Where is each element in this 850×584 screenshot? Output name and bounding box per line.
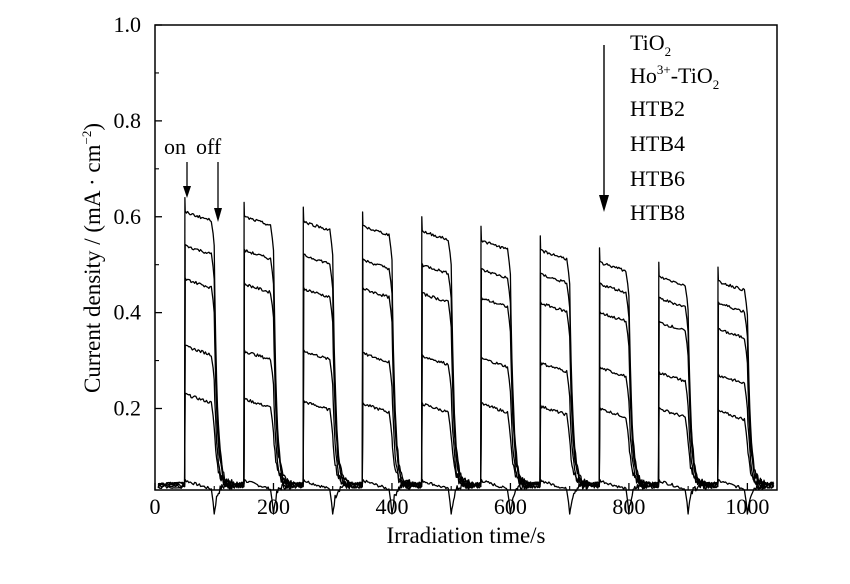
legend-entry-htb4: HTB4: [630, 131, 685, 156]
legend-entry-ho-tio2: Ho3+-TiO2: [630, 62, 719, 92]
legend-entry-tio2: TiO2: [630, 30, 671, 59]
off-label: off: [196, 134, 222, 159]
y-tick-label: 0.8: [114, 108, 142, 133]
legend-entry-htb2: HTB2: [630, 96, 685, 121]
y-tick-label: 1.0: [114, 12, 142, 37]
x-tick-label: 0: [150, 494, 161, 519]
legend-entry-htb6: HTB6: [630, 166, 685, 191]
x-tick-label: 400: [375, 494, 408, 519]
x-tick-label: 800: [612, 494, 645, 519]
y-axis-ticks: 0.2 0.4 0.6 0.8 1.0: [114, 12, 162, 421]
y-tick-label: 0.2: [114, 396, 142, 421]
series-line-htb8: [157, 196, 774, 488]
photocurrent-traces: [157, 196, 775, 515]
on-off-annotation: on off: [164, 134, 222, 222]
y-tick-label: 0.4: [114, 300, 142, 325]
legend-entry-htb8: HTB8: [630, 200, 685, 225]
on-label: on: [164, 134, 186, 159]
legend: TiO2 Ho3+-TiO2 HTB2 HTB4 HTB6 HTB8: [599, 30, 719, 225]
plot-frame: [154, 24, 778, 491]
y-axis-title-main: Current density / (mA · cm: [80, 144, 105, 393]
x-tick-label: 200: [257, 494, 290, 519]
y-tick-label: 0.6: [114, 204, 142, 229]
legend-order-arrow-head: [599, 195, 609, 212]
series-line-htb6: [157, 243, 775, 491]
x-axis-title: Irradiation time/s: [386, 523, 545, 548]
series-line-ho3-tio2: [157, 392, 775, 488]
y-axis-title: Current density / (mA · cm−2): [79, 123, 105, 393]
x-tick-label: 600: [494, 494, 527, 519]
x-axis-ticks: 0 200 400 600 800 1000: [150, 483, 769, 519]
off-arrow-head: [214, 208, 222, 222]
series-line-htb2: [157, 344, 775, 491]
on-arrow-head: [183, 186, 191, 198]
x-tick-label: 1000: [725, 494, 769, 519]
y-axis-title-exponent: −2: [79, 131, 94, 145]
y-axis-title-close: ): [80, 123, 105, 131]
series-line-htb4: [157, 277, 775, 488]
